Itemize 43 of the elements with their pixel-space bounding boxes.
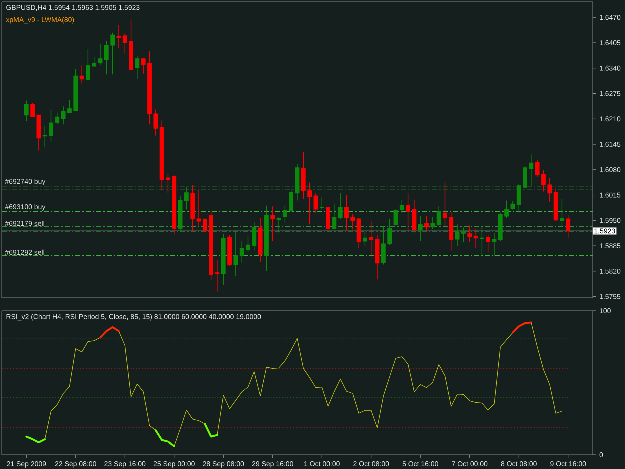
candlestick — [320, 196, 324, 210]
candlestick — [412, 200, 417, 234]
candlestick — [338, 192, 343, 220]
candlestick — [400, 200, 404, 214]
candlestick — [196, 190, 202, 226]
candlestick — [462, 227, 466, 242]
candlestick — [326, 207, 330, 232]
candlestick — [486, 235, 491, 253]
candlestick — [80, 65, 84, 84]
candlestick — [116, 25, 122, 49]
candlestick — [492, 233, 497, 257]
candlestick — [566, 215, 571, 239]
candlestick — [276, 216, 282, 234]
candlestick — [215, 260, 220, 292]
candlestick — [270, 206, 276, 242]
candlestick — [455, 224, 460, 247]
candlestick — [375, 234, 380, 280]
candlestick — [480, 226, 484, 256]
candlestick — [221, 234, 226, 286]
candlestick — [264, 205, 269, 272]
candlestick — [98, 44, 103, 66]
candlestick — [418, 216, 423, 242]
candlestick — [356, 218, 362, 249]
candlestick — [295, 164, 300, 202]
candlestick — [560, 198, 564, 226]
candlestick — [474, 228, 478, 249]
candlestick — [135, 56, 140, 80]
candlestick — [314, 192, 318, 214]
candlestick — [369, 221, 374, 256]
candlestick — [468, 225, 472, 242]
candlestick — [430, 217, 436, 230]
candlestick — [510, 201, 516, 210]
candlestick — [332, 204, 337, 230]
candlestick — [363, 230, 368, 247]
candlestick — [184, 187, 189, 210]
candlestick — [228, 235, 232, 267]
candlestick — [190, 184, 196, 232]
candlestick — [24, 100, 29, 122]
candlestick — [406, 192, 410, 232]
candlestick — [258, 218, 263, 263]
candlestick — [234, 232, 238, 276]
candlestick — [424, 216, 429, 232]
candlestick — [436, 206, 442, 226]
